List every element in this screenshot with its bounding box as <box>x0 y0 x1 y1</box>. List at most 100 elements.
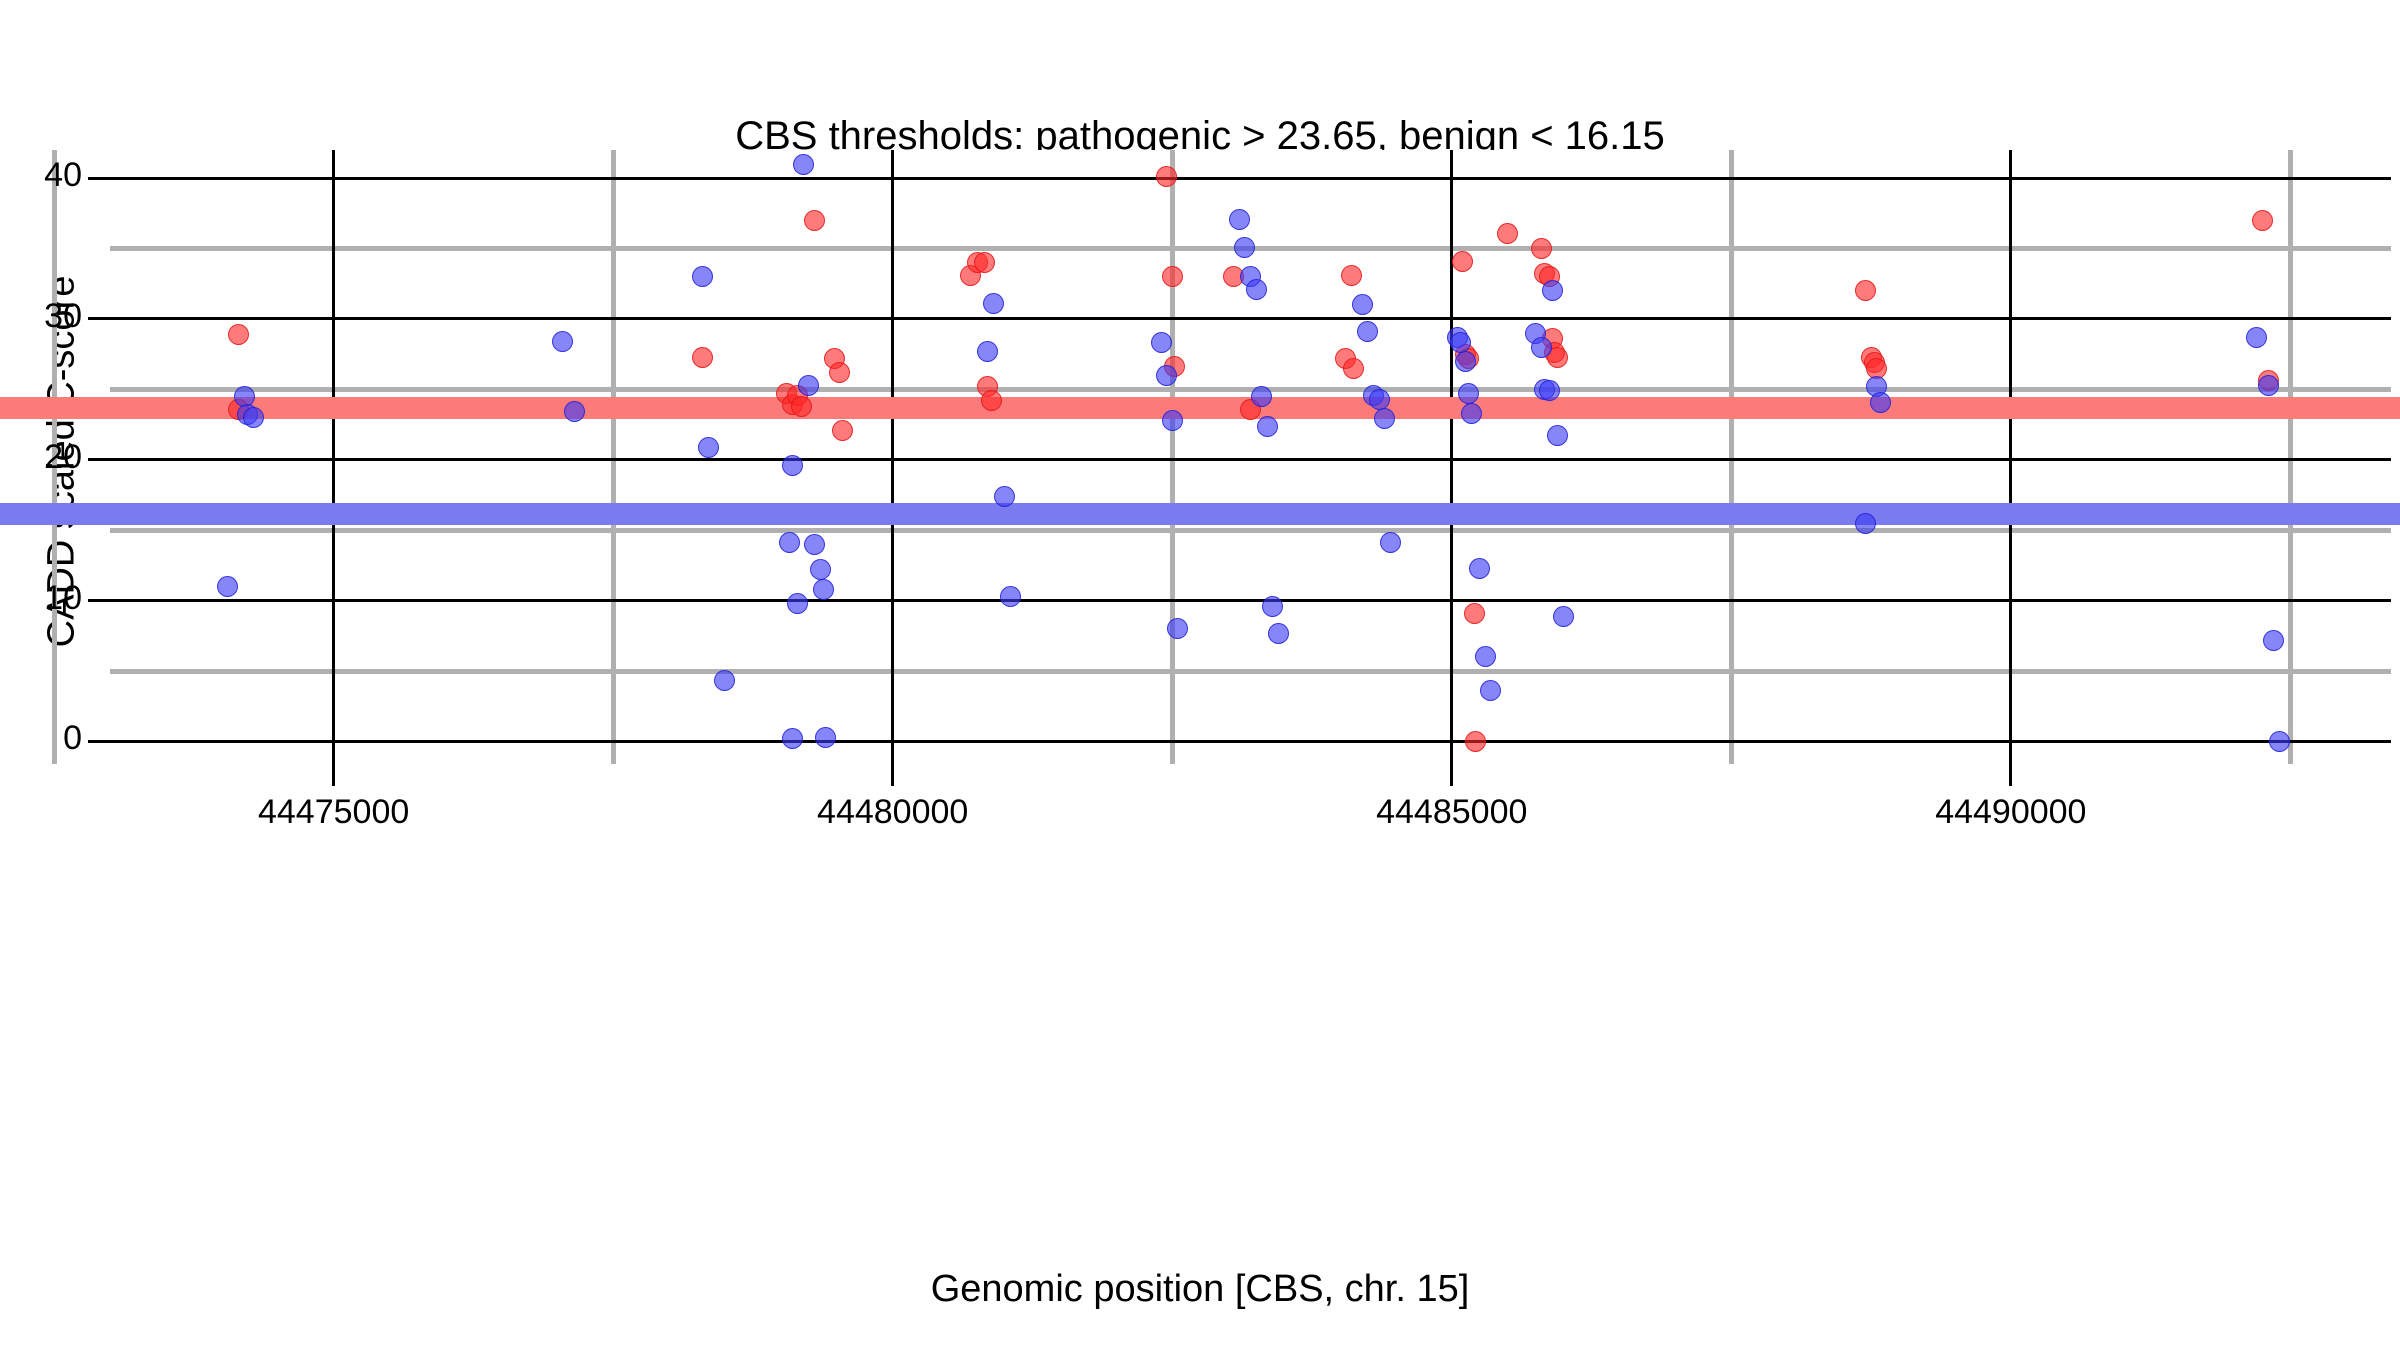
exac-point <box>2268 730 2290 752</box>
exac-point <box>1379 532 1401 554</box>
exac-point <box>1480 680 1502 702</box>
x-tick-mark <box>2009 764 2013 786</box>
pathogenic-point <box>2251 209 2273 231</box>
exac-point <box>781 454 803 476</box>
pathogenic-point <box>790 395 812 417</box>
exac-point <box>563 401 585 423</box>
y-tick-mark <box>88 458 110 462</box>
pathogenic-point <box>1464 730 1486 752</box>
exac-point <box>1150 332 1172 354</box>
exac-point <box>792 153 814 175</box>
pathogenic-point <box>1161 266 1183 288</box>
pathogenic-point <box>228 323 250 345</box>
gridline-x-major <box>891 150 895 764</box>
exac-point <box>1267 622 1289 644</box>
y-tick-mark <box>88 739 110 743</box>
gridline-y-major <box>110 458 2391 462</box>
y-tick-mark <box>88 599 110 603</box>
y-tick-label: 20 <box>44 437 82 476</box>
exac-point <box>1547 425 1569 447</box>
exac-point <box>779 532 801 554</box>
gridline-x-major <box>2009 150 2013 764</box>
x-tick-mark <box>891 764 895 786</box>
exac-point <box>1454 350 1476 372</box>
gridline-y-minor <box>110 386 2391 392</box>
exac-point <box>812 578 834 600</box>
gridline-y-major <box>110 317 2391 321</box>
pathogenic-point <box>980 390 1002 412</box>
x-tick-label: 44475000 <box>257 793 410 831</box>
pathogenic-point <box>831 419 853 441</box>
pathogenic-point <box>1530 238 1552 260</box>
exac-point <box>1474 646 1496 668</box>
pathogenic-point <box>1156 166 1178 188</box>
pathogenic-point <box>1463 602 1485 624</box>
exac-point <box>1234 236 1256 258</box>
gridline-x-major <box>332 150 336 764</box>
pathogenic-point <box>828 362 850 383</box>
y-tick-label: 0 <box>63 719 82 758</box>
y-tick-label: 40 <box>44 156 82 195</box>
exac-point <box>2263 629 2285 651</box>
exac-point <box>1245 278 1267 300</box>
benign-threshold-band <box>0 503 2400 526</box>
exac-point <box>809 559 831 581</box>
exac-point <box>1458 383 1480 405</box>
exac-point <box>2246 326 2268 348</box>
y-tick-label: 10 <box>44 578 82 617</box>
pathogenic-point <box>692 346 714 368</box>
x-tick-label: 44485000 <box>1376 793 1528 831</box>
exac-point <box>815 726 837 748</box>
pathogenic-point <box>1547 346 1569 368</box>
plot-area <box>0 150 2400 764</box>
pathogenic-point <box>1497 222 1519 244</box>
exac-point <box>982 293 1004 314</box>
pathogenic-threshold-band <box>0 397 2400 420</box>
gridline-x-major <box>1450 150 1454 764</box>
exac-point <box>1262 595 1284 617</box>
exac-point <box>216 576 238 598</box>
exac-point <box>1357 321 1379 343</box>
exac-point <box>1256 415 1278 437</box>
exac-point <box>1228 208 1250 230</box>
exac-point <box>552 331 574 353</box>
exac-point <box>1374 408 1396 430</box>
gridline-x-minor <box>1169 150 1175 764</box>
exac-point <box>1251 385 1273 407</box>
exac-point <box>798 374 820 396</box>
exac-point <box>977 340 999 362</box>
pathogenic-point <box>1342 357 1364 379</box>
exac-point <box>1869 391 1891 413</box>
gridline-y-major <box>110 176 2391 180</box>
exac-point <box>714 670 736 692</box>
pathogenic-point <box>1340 264 1362 286</box>
exac-point <box>1553 605 1575 627</box>
y-tick-mark <box>88 176 110 180</box>
gridline-y-minor <box>110 668 2391 674</box>
exac-point <box>1538 380 1560 402</box>
gridline-y-major <box>110 599 2391 603</box>
exac-point <box>1167 618 1189 640</box>
exac-point <box>1161 409 1183 431</box>
pathogenic-point <box>1854 280 1876 302</box>
exac-point <box>692 266 714 288</box>
gridline-y-major <box>110 739 2391 743</box>
exac-point <box>697 436 719 458</box>
gridline-x-minor <box>2287 150 2293 764</box>
exac-point <box>1854 512 1876 534</box>
exac-point <box>803 533 825 555</box>
gridline-x-minor <box>1728 150 1734 764</box>
x-tick-label: 44490000 <box>1935 793 2087 831</box>
exac-point <box>781 728 803 750</box>
exac-point <box>1530 336 1552 358</box>
exac-point <box>1156 364 1178 386</box>
exac-point <box>1461 402 1483 424</box>
exac-point <box>1368 388 1390 410</box>
y-tick-label: 30 <box>44 296 82 335</box>
x-tick-mark <box>332 764 336 786</box>
x-axis-label: Genomic position [CBS, chr. 15] <box>930 1268 1470 1310</box>
exac-point <box>999 585 1021 607</box>
exac-point <box>1541 280 1563 302</box>
exac-point <box>242 407 264 429</box>
gridline-x-minor <box>610 150 616 764</box>
